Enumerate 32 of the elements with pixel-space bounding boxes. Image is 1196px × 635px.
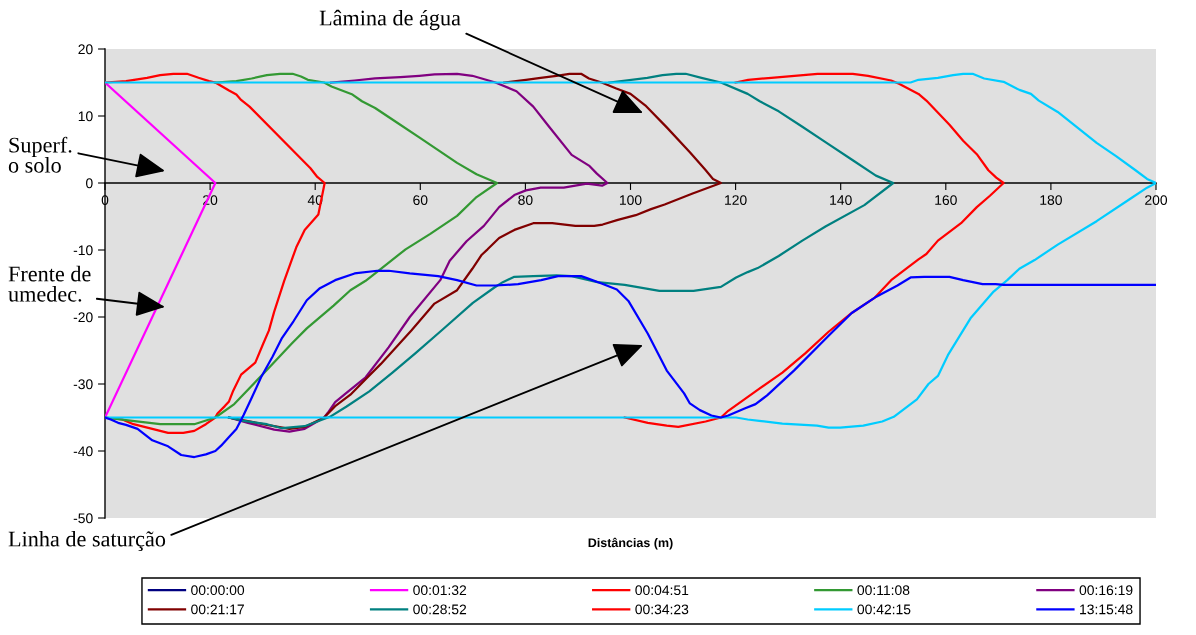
legend-label: 00:34:23: [635, 604, 689, 615]
y-tick-label: -40: [73, 446, 93, 457]
legend-label: 13:15:48: [1080, 604, 1133, 615]
y-tick-label: -10: [73, 245, 93, 256]
text: Linha de saturção: [8, 530, 166, 552]
y-tick-label: 10: [78, 111, 93, 122]
x-tick-label: 200: [1145, 195, 1168, 206]
legend-label: 00:42:15: [857, 604, 911, 615]
y-tick-label: -30: [73, 379, 93, 390]
legend-label: 00:04:51: [635, 585, 689, 596]
x-axis-title: Distâncias (m): [588, 537, 673, 550]
x-tick-label: 60: [413, 195, 428, 206]
legend-label: 00:00:00: [191, 585, 245, 596]
line-series: [105, 269, 1156, 459]
legend-label: 00:16:19: [1079, 585, 1133, 596]
x-tick-label: 180: [1040, 195, 1062, 206]
x-tick-label: 140: [830, 195, 852, 206]
x-tick-label: 80: [518, 195, 533, 206]
text: Lâmina de água: [319, 9, 461, 31]
y-tick-label: 20: [78, 44, 93, 55]
text: Superf. o solo: [8, 136, 72, 173]
x-tick-label: 120: [725, 195, 747, 206]
x-tick-label: 160: [935, 195, 957, 206]
y-tick-label: 0: [86, 178, 93, 189]
legend-label: 00:11:08: [857, 585, 910, 596]
legend-label: 00:01:32: [413, 585, 467, 596]
legend-label: 00:28:52: [413, 604, 467, 615]
text: Frente de umedec.: [8, 265, 91, 302]
y-tick-label: -20: [73, 312, 93, 323]
y-tick-label: -50: [73, 513, 93, 524]
legend-label: 00:21:17: [191, 604, 244, 615]
x-tick-label: 100: [619, 195, 642, 206]
